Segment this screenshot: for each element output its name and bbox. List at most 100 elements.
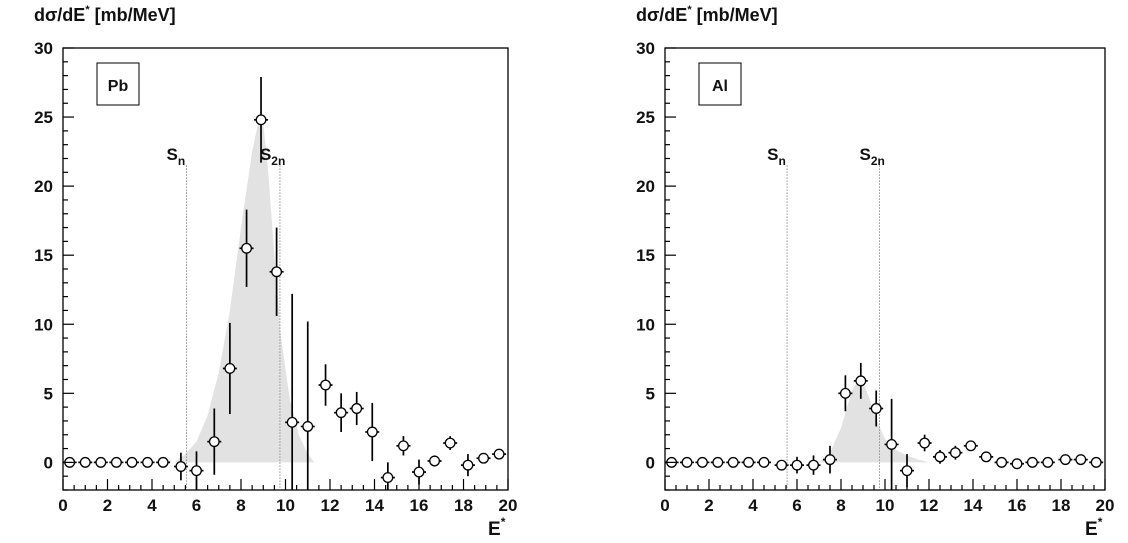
data-point [1059,454,1071,466]
x-axis-label-main: E [488,519,501,540]
y-axis-label-unit: [mb/MeV] [697,5,778,25]
plot-frame [664,47,1106,491]
data-point [286,416,298,428]
threshold-label: S2n [260,145,285,168]
x-tick-label: 0 [660,496,669,515]
y-axis-label: dσ/dE* [mb/MeV] [636,4,778,25]
threshold-subscript: 2n [271,154,285,168]
data-point [758,456,770,468]
y-tick-label: 0 [44,453,53,472]
data-point [397,440,409,452]
data-point [110,456,122,468]
y-tick-label: 30 [34,39,53,58]
x-axis-label-main: E [1085,519,1098,540]
data-point [808,459,819,471]
data-point [320,379,332,391]
y-axis-label-main: dσ/dE [636,5,687,25]
threshold-subscript: n [178,154,185,168]
x-axis-label-sup: * [501,515,506,529]
x-tick-label: 10 [876,496,895,515]
data-point [142,456,154,468]
data-point [776,459,788,471]
data-point [95,456,107,468]
y-axis-label-sup: * [687,4,692,16]
y-tick-label: 15 [636,246,655,265]
data-point [824,454,836,466]
x-tick-label: 10 [276,496,295,515]
data-point [1026,456,1038,468]
data-point [478,452,489,464]
data-point [191,465,202,477]
y-tick-label: 10 [34,315,53,334]
data-point [901,465,913,477]
x-tick-label: 20 [1096,496,1115,515]
y-axis-label-unit: [mb/MeV] [95,5,176,25]
x-tick-label: 18 [454,496,473,515]
data-point [855,375,867,387]
data-point [208,436,220,448]
data-point [727,456,739,468]
y-axis-label-main: dσ/dE [34,5,85,25]
data-point [175,461,187,472]
data-point [79,456,91,468]
x-tick-label: 20 [499,496,518,515]
threshold-symbol: S [860,145,871,164]
data-point [366,426,378,438]
data-point [271,266,283,278]
x-tick-label: 12 [920,496,939,515]
y-tick-label: 20 [636,177,655,196]
threshold-label: Sn [767,145,786,168]
data-point [413,466,425,478]
data-point [712,456,724,468]
data-point [743,456,755,468]
legend-box [698,62,742,106]
data-point [429,455,441,467]
threshold-symbol: S [260,145,271,164]
x-tick-label: 16 [410,496,429,515]
data-point [919,437,931,449]
data-point [351,403,363,414]
threshold-symbol: S [166,145,177,164]
y-tick-label: 15 [34,246,53,265]
data-point [241,242,253,254]
y-tick-label: 0 [646,453,655,472]
y-tick-label: 5 [646,384,655,403]
x-tick-label: 6 [192,496,201,515]
y-tick-label: 25 [34,108,53,127]
data-point [949,447,961,459]
data-point [886,438,898,450]
x-tick-label: 12 [321,496,340,515]
data-point [965,440,977,452]
x-tick-label: 2 [704,496,713,515]
x-tick-label: 6 [792,496,801,515]
y-tick-label: 10 [636,315,655,334]
data-point [839,387,851,399]
model-fill-area [174,119,315,463]
data-point [444,437,456,449]
data-point [696,456,708,468]
data-point [1011,458,1023,470]
threshold-label: S2n [860,145,885,168]
x-tick-label: 14 [964,496,983,515]
data-point [462,459,474,471]
x-tick-label: 4 [147,496,157,515]
threshold-symbol: S [767,145,778,164]
data-point [335,407,347,419]
data-point [681,456,693,468]
y-axis-label-sup: * [85,4,90,16]
data-point [934,451,946,463]
y-tick-label: 20 [34,177,53,196]
threshold-label: Sn [166,145,185,168]
x-axis-label: E* [488,515,506,540]
data-point [980,451,992,463]
data-point [302,421,314,432]
y-axis-label: dσ/dE* [mb/MeV] [34,4,176,25]
data-point [126,456,138,468]
data-point [996,456,1008,468]
legend-label: Pb [108,78,129,95]
data-point [1042,456,1054,468]
data-point [255,114,267,126]
